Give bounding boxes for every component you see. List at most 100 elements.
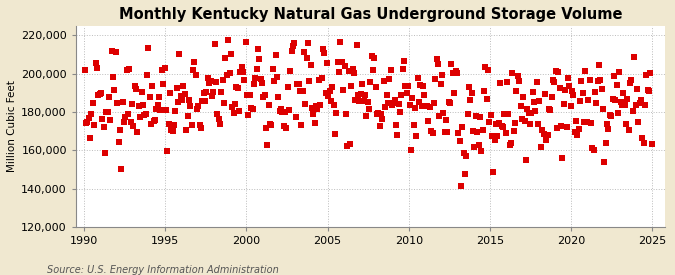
Point	[516, 117, 527, 121]
Point	[561, 125, 572, 129]
Point	[448, 71, 458, 75]
Point	[161, 107, 171, 112]
Point	[510, 121, 520, 125]
Point	[127, 101, 138, 106]
Point	[142, 73, 153, 78]
Point	[169, 123, 180, 128]
Point	[310, 104, 321, 109]
Point	[289, 41, 300, 45]
Point	[391, 123, 402, 127]
Point	[267, 66, 278, 71]
Point	[300, 102, 310, 107]
Point	[404, 103, 415, 107]
Point	[97, 117, 108, 121]
Point	[477, 128, 488, 132]
Point	[215, 122, 225, 126]
Point	[419, 93, 430, 98]
Point	[296, 123, 306, 127]
Point	[406, 148, 416, 153]
Point	[282, 85, 293, 89]
Point	[250, 76, 261, 80]
Point	[306, 106, 317, 110]
Point	[109, 88, 120, 92]
Point	[600, 141, 611, 145]
Point	[535, 145, 546, 150]
Point	[150, 118, 161, 123]
Point	[377, 117, 388, 121]
Point	[153, 103, 163, 107]
Point	[87, 100, 98, 105]
Point	[585, 120, 596, 125]
Point	[434, 114, 445, 119]
Point	[394, 101, 404, 106]
Point	[542, 133, 553, 138]
Point	[546, 94, 557, 99]
Point	[621, 121, 632, 126]
Point	[113, 140, 124, 144]
Point	[437, 72, 448, 77]
Point	[576, 79, 587, 83]
Point	[293, 82, 304, 86]
Point	[431, 57, 442, 61]
Point	[446, 62, 457, 67]
Point	[622, 97, 633, 101]
Point	[365, 79, 376, 84]
Point	[336, 60, 347, 64]
Point	[290, 115, 301, 119]
Point	[148, 119, 159, 123]
Point	[560, 87, 570, 92]
Point	[207, 93, 217, 98]
Point	[614, 70, 624, 75]
Point	[640, 103, 651, 107]
Point	[128, 123, 139, 128]
Point	[313, 78, 324, 82]
Point	[216, 89, 227, 94]
Point	[497, 125, 508, 130]
Point	[232, 86, 243, 90]
Point	[259, 92, 270, 97]
Point	[194, 123, 205, 128]
Point	[402, 90, 412, 95]
Point	[564, 84, 574, 89]
Point	[96, 91, 107, 95]
Point	[111, 50, 122, 54]
Point	[262, 143, 273, 147]
Point	[562, 76, 573, 80]
Point	[347, 67, 358, 72]
Point	[356, 92, 367, 96]
Point	[605, 114, 616, 119]
Point	[212, 111, 223, 116]
Point	[484, 120, 495, 124]
Point	[339, 64, 350, 69]
Point	[429, 101, 439, 105]
Point	[278, 124, 289, 128]
Point	[317, 47, 328, 51]
Point	[545, 108, 556, 112]
Point	[556, 124, 566, 128]
Point	[641, 73, 652, 77]
Point	[634, 101, 645, 106]
Point	[426, 129, 437, 134]
Point	[553, 70, 564, 74]
Point	[101, 110, 112, 114]
Point	[450, 69, 461, 73]
Point	[217, 78, 228, 82]
Point	[162, 148, 173, 153]
Point	[104, 95, 115, 100]
Point	[205, 79, 216, 83]
Point	[462, 112, 473, 117]
Point	[178, 84, 189, 89]
Point	[242, 92, 252, 97]
Point	[572, 133, 583, 137]
Point	[604, 112, 615, 117]
Point	[170, 109, 181, 113]
Point	[134, 104, 144, 109]
Point	[201, 90, 212, 94]
Point	[285, 69, 296, 73]
Point	[225, 52, 236, 56]
Point	[469, 145, 480, 150]
Point	[189, 60, 200, 65]
Point	[475, 115, 485, 119]
Point	[480, 64, 491, 69]
Point	[100, 151, 111, 156]
